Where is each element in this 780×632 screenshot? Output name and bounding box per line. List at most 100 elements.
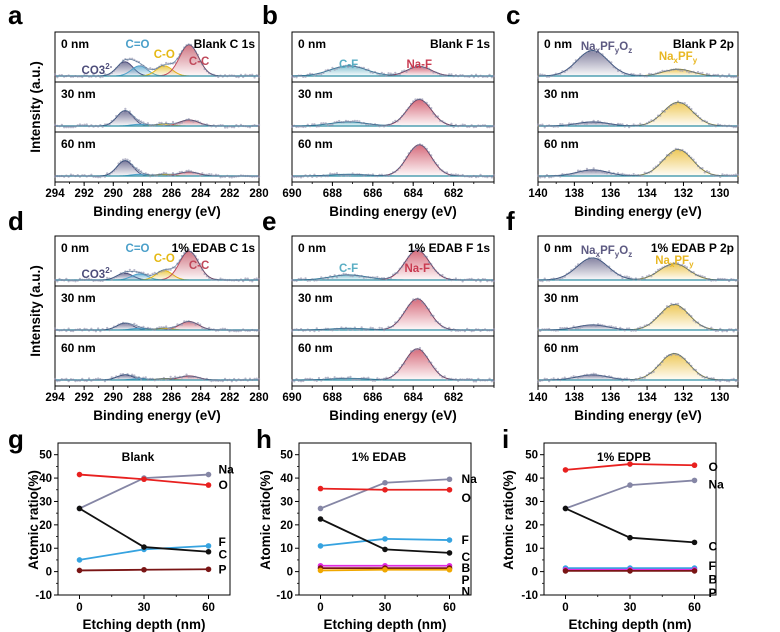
spectrum-row: 30 nm xyxy=(290,285,496,337)
data-point xyxy=(205,482,212,488)
data-point xyxy=(446,566,453,573)
series-c: C xyxy=(562,505,718,553)
series-label: Na xyxy=(709,477,725,491)
x-tick-label: 60 xyxy=(202,602,215,614)
envelope xyxy=(291,348,494,381)
series-label: Na xyxy=(462,472,478,486)
panel-title: Blank P 2p xyxy=(673,37,734,51)
data-point xyxy=(382,546,388,553)
spectrum-row: 30 nm xyxy=(536,81,740,133)
y-tick-label: 50 xyxy=(525,450,538,462)
data-point xyxy=(691,462,698,469)
depth-label: 60 nm xyxy=(544,137,579,151)
envelope xyxy=(291,99,494,127)
x-tick-label: 280 xyxy=(249,392,268,404)
envelope xyxy=(55,159,259,177)
series-label: Na xyxy=(219,463,235,477)
x-tick-label: 282 xyxy=(220,392,239,404)
data-point xyxy=(76,471,83,478)
y-axis-label: Atomic ratio(%) xyxy=(26,470,41,570)
x-tick-label: 682 xyxy=(444,392,463,404)
data-point xyxy=(317,516,324,522)
x-axis-label: Etching depth (nm) xyxy=(569,617,692,632)
envelope xyxy=(537,353,738,381)
x-tick-label: 690 xyxy=(282,392,301,404)
spectrum-row: 30 nm xyxy=(290,81,496,133)
x-tick-label: 294 xyxy=(45,392,65,404)
y-tick-label: 40 xyxy=(525,473,538,485)
series-label: O xyxy=(709,460,718,474)
data-point xyxy=(76,567,83,574)
series-label: F xyxy=(709,559,716,573)
panel-title: 1% EDAB P 2p xyxy=(651,241,734,255)
y-tick-label: 0 xyxy=(46,567,52,579)
series-n: N xyxy=(317,566,470,599)
x-tick-label: 686 xyxy=(363,188,382,200)
panel-title: 1% EDAB F 1s xyxy=(408,241,490,255)
envelope xyxy=(291,65,494,77)
peak-label: Na-F xyxy=(406,59,432,71)
depth-label: 0 nm xyxy=(61,37,89,51)
panel-label: b xyxy=(262,0,278,30)
raw-data-points xyxy=(536,302,740,333)
y-tick-label: -10 xyxy=(35,590,52,602)
spectrum-row: 30 nm xyxy=(53,81,261,133)
peak-label: C-O xyxy=(154,253,175,265)
panel-label: d xyxy=(8,206,24,236)
x-tick-label: 0 xyxy=(562,602,568,614)
x-tick-label: 688 xyxy=(323,392,343,404)
depth-label: 30 nm xyxy=(544,291,579,305)
y-tick-label: 0 xyxy=(287,567,293,579)
x-axis-label: Binding energy (eV) xyxy=(329,408,457,423)
data-point xyxy=(691,477,698,484)
x-axis-label: Etching depth (nm) xyxy=(83,617,206,632)
series-o: O xyxy=(317,485,471,505)
x-axis-label: Etching depth (nm) xyxy=(324,617,447,632)
spectrum-row: 60 nm xyxy=(53,131,261,183)
y-tick-label: 40 xyxy=(39,473,52,485)
series-label: P xyxy=(709,586,717,600)
data-point xyxy=(205,471,212,478)
x-tick-label: 292 xyxy=(75,188,94,200)
data-point xyxy=(627,482,633,488)
panel-label: i xyxy=(502,424,509,454)
x-axis-label: Binding energy (eV) xyxy=(329,204,457,219)
peak-label: C-F xyxy=(339,59,358,71)
series-label: P xyxy=(462,573,470,587)
depth-label: 0 nm xyxy=(298,37,326,51)
xps-panel-c: c 0 nm 30 nm 60 nm Blank P 2p Nax PFy Oz Nax … xyxy=(506,0,740,219)
envelope xyxy=(537,50,738,77)
x-tick-label: 690 xyxy=(282,188,301,200)
depth-label: 60 nm xyxy=(298,137,333,151)
envelope xyxy=(537,304,738,331)
series-label: C xyxy=(219,548,228,562)
x-tick-label: 30 xyxy=(379,602,392,614)
series-label: C xyxy=(709,539,718,553)
series-label: P xyxy=(219,562,227,576)
spectrum-row: 30 nm xyxy=(536,285,740,337)
peak-label: CO32- xyxy=(82,62,113,77)
x-tick-label: 140 xyxy=(528,188,547,200)
x-tick-label: 288 xyxy=(133,392,153,404)
x-tick-label: 130 xyxy=(710,392,729,404)
series-o: O xyxy=(562,460,718,474)
series-c: C xyxy=(76,505,228,562)
data-point xyxy=(627,461,633,467)
series-label: O xyxy=(462,491,471,505)
x-tick-label: 136 xyxy=(601,392,620,404)
panel-title: 1% EDAB C 1s xyxy=(172,241,256,255)
x-tick-label: 688 xyxy=(323,188,343,200)
peak-label: C-C xyxy=(189,260,209,272)
peak-label: Nax PFy xyxy=(655,255,694,269)
spectrum-row: 60 nm xyxy=(536,131,740,183)
y-axis-label: Atomic ratio(%) xyxy=(501,470,516,570)
panel-label: g xyxy=(8,424,24,454)
depth-label: 30 nm xyxy=(61,87,96,101)
series-label: O xyxy=(219,478,228,492)
envelope xyxy=(291,249,494,281)
y-tick-label: 30 xyxy=(39,496,52,508)
data-point xyxy=(317,485,324,492)
x-axis-label: Binding energy (eV) xyxy=(574,204,702,219)
ratio-panel-g: g -10 0 10 20 30 40 50 0 30 60 Etching depth (nm) At… xyxy=(8,424,234,632)
y-tick-label: 50 xyxy=(39,450,52,462)
